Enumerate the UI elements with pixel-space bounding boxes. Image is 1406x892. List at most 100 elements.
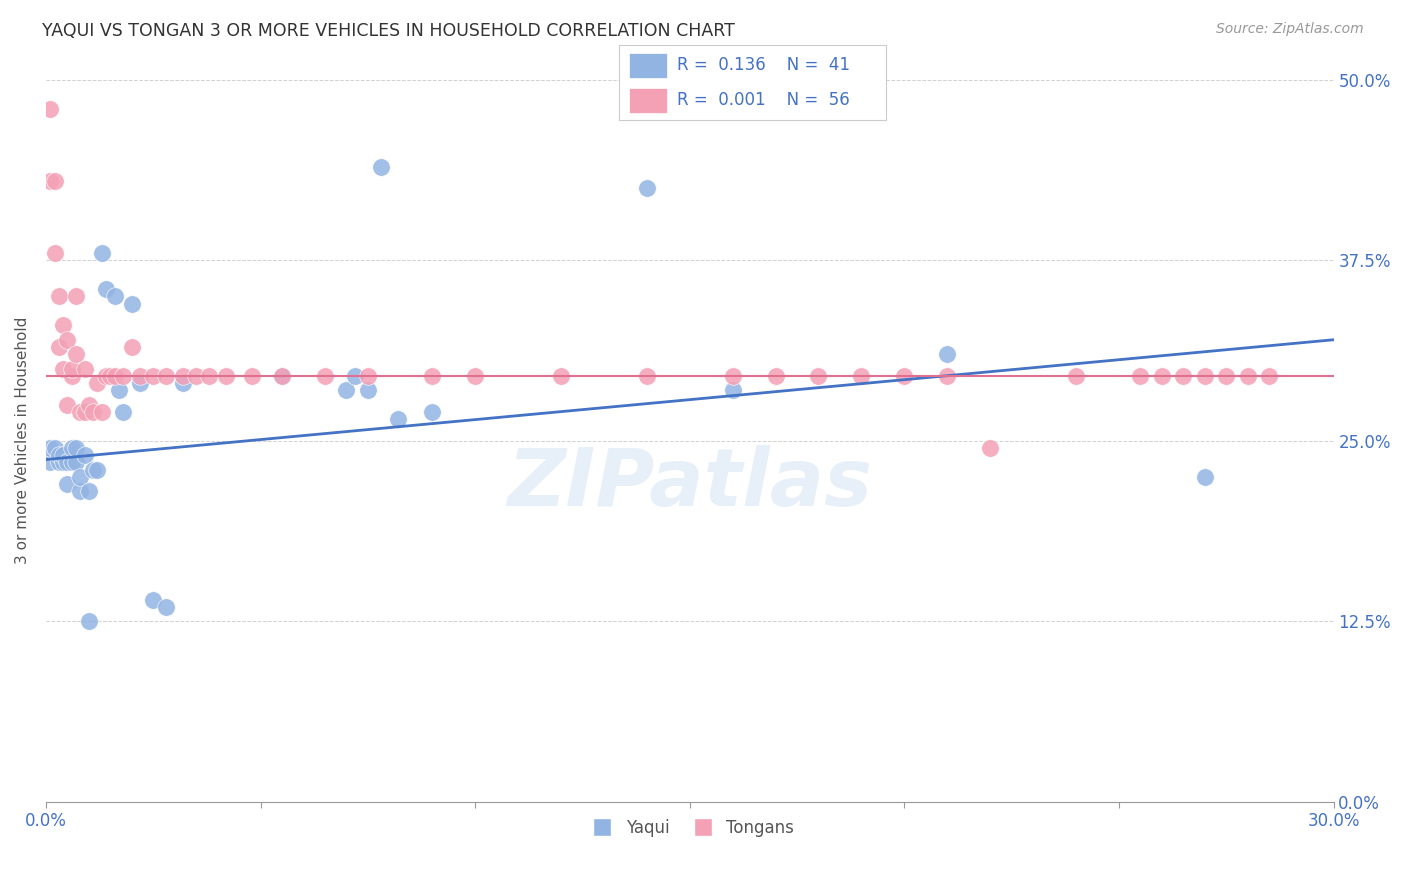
Point (39, 174, 62, 188)
Point (893, 368, 915, 383)
Point (129, 376, 152, 390)
Point (721, 368, 744, 383)
Point (60, 441, 83, 455)
Point (65, 289, 87, 303)
Point (39, 455, 62, 469)
Point (121, 296, 143, 310)
Point (464, 368, 486, 383)
Point (550, 368, 572, 383)
Point (60, 361, 83, 376)
Point (104, 368, 127, 383)
Point (1194, 368, 1216, 383)
Y-axis label: 3 or more Vehicles in Household: 3 or more Vehicles in Household (15, 317, 30, 565)
Point (73, 448, 96, 462)
Point (52, 455, 75, 469)
Point (172, 376, 194, 390)
Point (112, 368, 135, 383)
Point (240, 368, 263, 383)
Point (94, 368, 117, 383)
Point (48, 455, 70, 469)
Point (69, 405, 91, 419)
Point (936, 368, 959, 383)
Point (48, 289, 70, 303)
Point (39, 441, 62, 455)
Point (420, 368, 443, 383)
Point (851, 368, 873, 383)
Point (60, 455, 83, 469)
Bar (630, 53, 666, 78)
Point (69, 484, 91, 499)
Text: ZIPatlas: ZIPatlas (508, 445, 872, 523)
Point (721, 384, 744, 398)
Point (82, 463, 104, 477)
Point (1258, 368, 1281, 383)
Point (77, 398, 100, 412)
Point (1129, 368, 1152, 383)
Point (271, 368, 294, 383)
Point (56, 333, 79, 347)
Point (98, 368, 121, 383)
Point (48, 340, 70, 354)
Point (86, 463, 108, 477)
Point (198, 368, 221, 383)
Point (48, 448, 70, 462)
Point (112, 405, 135, 419)
Point (807, 368, 830, 383)
Point (1194, 470, 1216, 484)
Point (65, 347, 87, 361)
Point (65, 441, 87, 455)
Point (52, 318, 75, 333)
Point (314, 368, 336, 383)
Point (77, 614, 100, 628)
Point (44, 441, 66, 455)
Point (979, 441, 1001, 455)
Point (56, 398, 79, 412)
Point (370, 160, 392, 174)
Point (121, 340, 143, 354)
Point (215, 368, 238, 383)
Point (155, 368, 177, 383)
Point (56, 455, 79, 469)
Point (357, 384, 380, 398)
Point (82, 405, 104, 419)
Point (155, 599, 177, 614)
Legend: Yaqui, Tongans: Yaqui, Tongans (579, 813, 800, 844)
Point (65, 455, 87, 469)
Point (1236, 368, 1258, 383)
Point (39, 102, 62, 116)
Point (60, 368, 83, 383)
Point (636, 368, 658, 383)
Point (357, 368, 380, 383)
Point (387, 412, 409, 426)
Point (77, 484, 100, 499)
Point (1215, 368, 1237, 383)
Point (90, 246, 112, 260)
Point (129, 368, 152, 383)
Point (1173, 368, 1195, 383)
Bar (630, 87, 666, 112)
Point (104, 289, 127, 303)
Point (142, 368, 165, 383)
Point (420, 405, 443, 419)
Point (271, 368, 294, 383)
Text: YAQUI VS TONGAN 3 OR MORE VEHICLES IN HOUSEHOLD CORRELATION CHART: YAQUI VS TONGAN 3 OR MORE VEHICLES IN HO… (42, 22, 735, 40)
Point (1150, 368, 1173, 383)
Point (44, 246, 66, 260)
Point (142, 592, 165, 607)
Point (108, 384, 131, 398)
Text: R =  0.001    N =  56: R = 0.001 N = 56 (678, 91, 851, 109)
Text: Source: ZipAtlas.com: Source: ZipAtlas.com (1216, 22, 1364, 37)
Point (52, 448, 75, 462)
Point (172, 368, 194, 383)
Point (52, 361, 75, 376)
Point (73, 361, 96, 376)
Point (636, 181, 658, 195)
Point (343, 368, 366, 383)
Point (335, 384, 357, 398)
Point (94, 282, 117, 296)
Point (73, 405, 96, 419)
Text: R =  0.136    N =  41: R = 0.136 N = 41 (678, 56, 851, 74)
Point (44, 174, 66, 188)
Point (90, 405, 112, 419)
Point (86, 376, 108, 390)
